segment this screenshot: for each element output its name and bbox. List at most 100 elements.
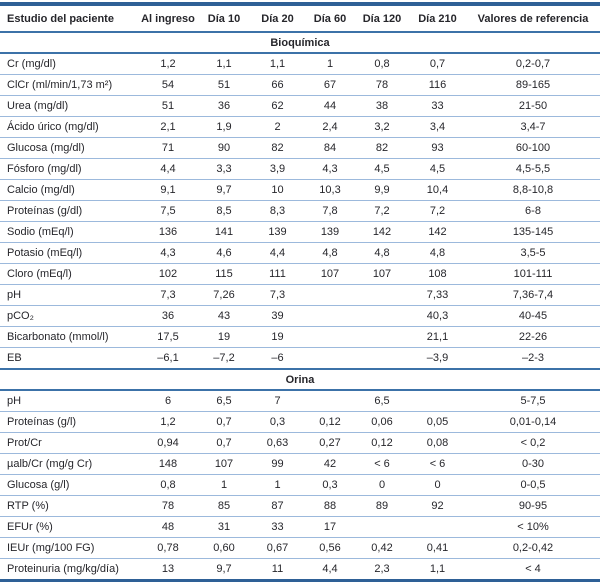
cell-value: 0,60 <box>198 537 250 559</box>
cell-value: 78 <box>355 74 409 96</box>
cell-value: 4,4 <box>305 558 355 581</box>
cell-value <box>409 516 466 538</box>
cell-value: < 6 <box>355 453 409 475</box>
cell-value: 0,12 <box>355 432 409 454</box>
cell-value: 71 <box>138 137 198 159</box>
cell-value: 4,8 <box>355 242 409 264</box>
cell-value: 9,7 <box>198 558 250 581</box>
row-label: Urea (mg/dl) <box>0 95 138 117</box>
table-row: Potasio (mEq/l) 4,3 4,6 4,4 4,8 4,8 4,8 3,5-5 <box>0 242 600 264</box>
row-label: pH <box>0 284 138 306</box>
cell-value <box>355 326 409 348</box>
cell-value: 0,56 <box>305 537 355 559</box>
cell-value: 108 <box>409 263 466 285</box>
column-header: Día 120 <box>355 4 409 33</box>
cell-value: 17 <box>305 516 355 538</box>
header-row: Estudio del paciente Al ingreso Día 10 Día … <box>0 4 600 33</box>
cell-value: 0-30 <box>466 453 600 475</box>
cell-value: 10 <box>250 179 305 201</box>
cell-value: 78 <box>138 495 198 517</box>
cell-value: 0,41 <box>409 537 466 559</box>
cell-value: 135-145 <box>466 221 600 243</box>
cell-value: 39 <box>250 305 305 327</box>
column-header: Al ingreso <box>138 4 198 33</box>
row-label: Proteínas (g/dl) <box>0 200 138 222</box>
row-label: Ácido úrico (mg/dl) <box>0 116 138 138</box>
row-label: Prot/Cr <box>0 432 138 454</box>
section-header-row: Orina <box>0 368 600 391</box>
cell-value: 8,8-10,8 <box>466 179 600 201</box>
cell-value: 139 <box>305 221 355 243</box>
cell-value: 0,05 <box>409 411 466 433</box>
table-row: RTP (%) 78 85 87 88 89 92 90-95 <box>0 495 600 517</box>
cell-value: 2,1 <box>138 116 198 138</box>
cell-value: 1,2 <box>138 53 198 75</box>
cell-value <box>305 284 355 306</box>
cell-value: 9,7 <box>198 179 250 201</box>
cell-value: 7,26 <box>198 284 250 306</box>
section-title: Bioquímica <box>0 31 600 54</box>
table-row: Fósforo (mg/dl) 4,4 3,3 3,9 4,3 4,5 4,5 4,5-5,5 <box>0 158 600 180</box>
cell-value: 7,5 <box>138 200 198 222</box>
cell-value: 4,3 <box>138 242 198 264</box>
cell-value: 148 <box>138 453 198 475</box>
table-row: Urea (mg/dl) 51 36 62 44 38 33 21-50 <box>0 95 600 117</box>
column-header: Día 10 <box>198 4 250 33</box>
cell-value <box>305 347 355 370</box>
cell-value: 136 <box>138 221 198 243</box>
cell-value: 33 <box>409 95 466 117</box>
cell-value: 7,8 <box>305 200 355 222</box>
row-label: pH <box>0 390 138 412</box>
cell-value: –2-3 <box>466 347 600 370</box>
row-label: Cr (mg/dl) <box>0 53 138 75</box>
row-label: IEUr (mg/100 FG) <box>0 537 138 559</box>
table-row: pH 7,3 7,26 7,3 7,33 7,36-7,4 <box>0 284 600 306</box>
cell-value: 0-0,5 <box>466 474 600 496</box>
row-label: ClCr (ml/min/1,73 m²) <box>0 74 138 96</box>
cell-value: 101-111 <box>466 263 600 285</box>
table-row: pH 6 6,5 7 6,5 5-7,5 <box>0 390 600 412</box>
cell-value: 6,5 <box>198 390 250 412</box>
cell-value: 88 <box>305 495 355 517</box>
table-row: Proteinuria (mg/kg/día) 13 9,7 11 4,4 2,3 1,1 <… <box>0 558 600 581</box>
cell-value: 0,78 <box>138 537 198 559</box>
cell-value: 1,1 <box>250 53 305 75</box>
section-title: Orina <box>0 368 600 391</box>
cell-value: 42 <box>305 453 355 475</box>
cell-value: 6 <box>138 390 198 412</box>
cell-value <box>355 305 409 327</box>
cell-value: 0,2-0,7 <box>466 53 600 75</box>
cell-value: 99 <box>250 453 305 475</box>
cell-value: 9,1 <box>138 179 198 201</box>
cell-value: 0,8 <box>138 474 198 496</box>
cell-value: 21-50 <box>466 95 600 117</box>
cell-value: 38 <box>355 95 409 117</box>
cell-value: 0,06 <box>355 411 409 433</box>
row-label: Proteínas (g/l) <box>0 411 138 433</box>
cell-value: 0,01-0,14 <box>466 411 600 433</box>
cell-value: 87 <box>250 495 305 517</box>
table-row: EFUr (%) 48 31 33 17 < 10% <box>0 516 600 538</box>
cell-value: 54 <box>138 74 198 96</box>
cell-value: 0,3 <box>305 474 355 496</box>
cell-value: 0,3 <box>250 411 305 433</box>
cell-value: 0,42 <box>355 537 409 559</box>
table-row: Proteínas (g/dl) 7,5 8,5 8,3 7,8 7,2 7,2 6-8 <box>0 200 600 222</box>
cell-value: 84 <box>305 137 355 159</box>
cell-value: 107 <box>305 263 355 285</box>
cell-value: 8,5 <box>198 200 250 222</box>
cell-value: 10,4 <box>409 179 466 201</box>
cell-value: 6,5 <box>355 390 409 412</box>
cell-value: < 0,2 <box>466 432 600 454</box>
cell-value: 40-45 <box>466 305 600 327</box>
cell-value: 139 <box>250 221 305 243</box>
cell-value: 31 <box>198 516 250 538</box>
row-label: Fósforo (mg/dl) <box>0 158 138 180</box>
cell-value: 11 <box>250 558 305 581</box>
row-label: Proteinuria (mg/kg/día) <box>0 558 138 581</box>
cell-value: 1,9 <box>198 116 250 138</box>
table-row: Proteínas (g/l) 1,2 0,7 0,3 0,12 0,06 0,05 0,01… <box>0 411 600 433</box>
row-label: EFUr (%) <box>0 516 138 538</box>
cell-value: 4,3 <box>305 158 355 180</box>
cell-value: 17,5 <box>138 326 198 348</box>
